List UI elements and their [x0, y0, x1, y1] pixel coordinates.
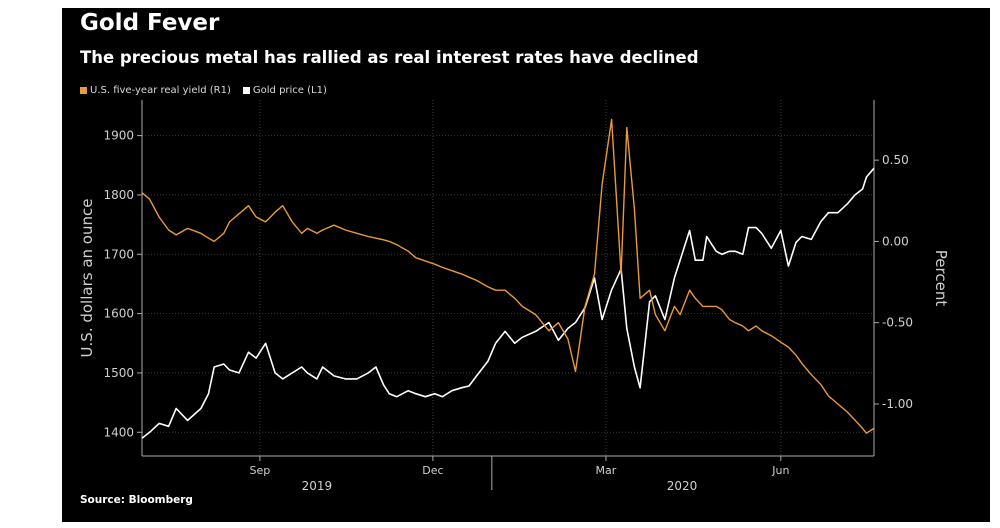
- right-tick-label: 0.50: [882, 153, 909, 167]
- legend-label-gold: Gold price (L1): [252, 85, 327, 96]
- left-tick-label: 1700: [103, 247, 134, 261]
- legend-swatch-yield: [80, 87, 87, 94]
- left-tick-label: 1900: [103, 129, 134, 143]
- right-tick-label: -0.50: [882, 316, 913, 330]
- chart-frame: Gold Fever The precious metal has rallie…: [62, 8, 990, 522]
- legend: U.S. five-year real yield (R1) Gold pric…: [80, 85, 327, 96]
- left-tick-label: 1600: [103, 307, 134, 321]
- x-tick-label: Dec: [422, 464, 443, 477]
- chart-subtitle: The precious metal has rallied as real i…: [80, 48, 699, 67]
- right-tick-label: -1.00: [882, 397, 913, 411]
- legend-swatch-gold: [242, 87, 250, 94]
- left-tick-label: 1500: [103, 366, 134, 380]
- left-tick-label: 1800: [103, 188, 134, 202]
- series-line-real-yield: [141, 118, 875, 434]
- x-tick-label: Jun: [771, 464, 789, 477]
- left-tick-label: 1400: [103, 425, 134, 439]
- series-line-gold-price: [141, 167, 875, 439]
- right-axis-title: Percent: [932, 250, 950, 307]
- left-axis-title: U.S. dollars an ounce: [78, 199, 96, 358]
- chart-svg: 1400 1500 1600 1700 1800 1900 U.S. dollars an …: [78, 100, 950, 493]
- legend-item-yield: U.S. five-year real yield (R1): [80, 85, 231, 96]
- chart-title: Gold Fever: [80, 10, 220, 36]
- year-label: 2020: [667, 479, 698, 493]
- x-tick-label: Sep: [250, 464, 271, 477]
- legend-item-gold: Gold price (L1): [242, 85, 327, 96]
- right-tick-label: 0.00: [882, 234, 909, 248]
- source-note: Source: Bloomberg: [80, 494, 193, 506]
- legend-label-yield: U.S. five-year real yield (R1): [90, 85, 231, 96]
- x-tick-label: Mar: [596, 464, 617, 477]
- year-label: 2019: [302, 479, 333, 493]
